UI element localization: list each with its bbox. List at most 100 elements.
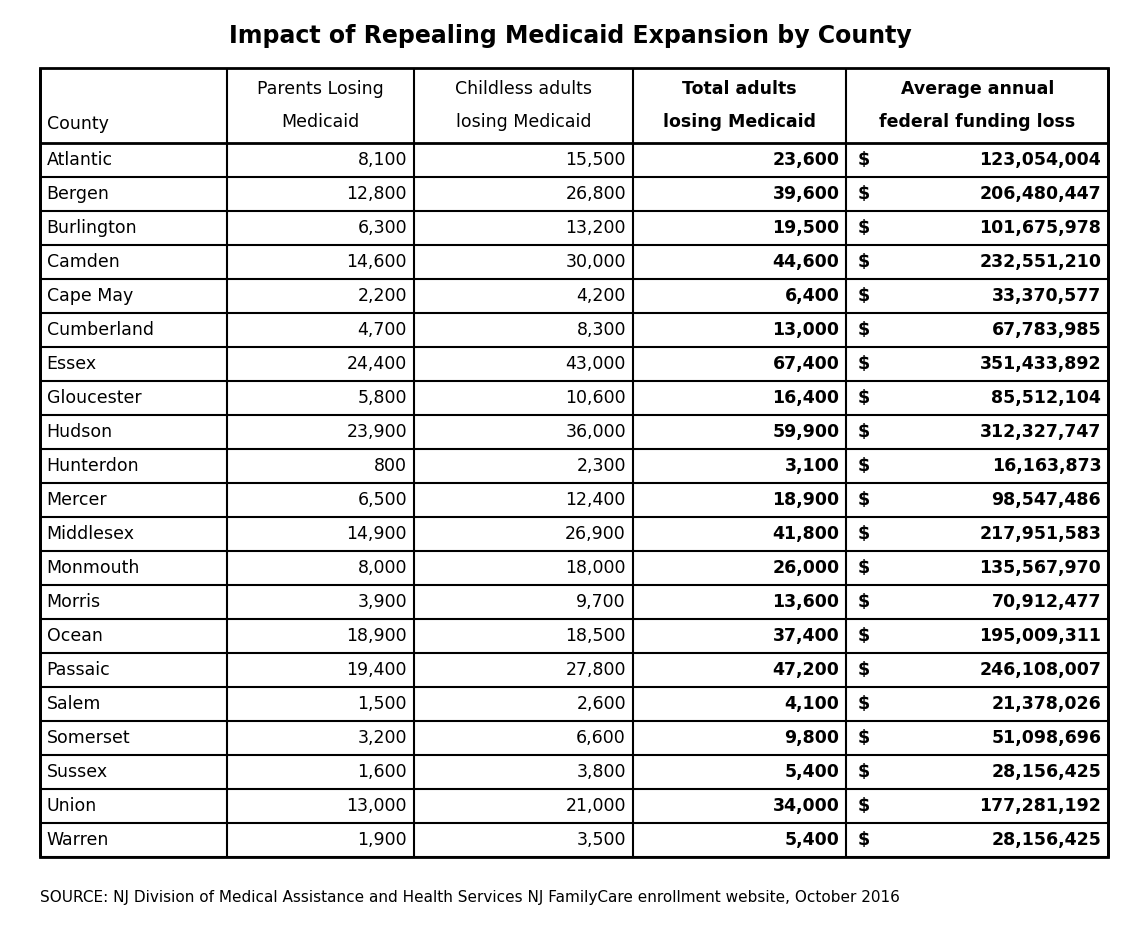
Text: 800: 800 [374,457,407,475]
Text: 37,400: 37,400 [773,627,839,645]
Text: $: $ [857,457,870,475]
Text: $: $ [857,151,870,169]
Text: 15,500: 15,500 [565,151,626,169]
Text: 5,800: 5,800 [358,389,407,407]
Text: 59,900: 59,900 [773,423,839,441]
Text: Somerset: Somerset [47,729,130,747]
Text: 1,600: 1,600 [357,763,407,781]
Text: $: $ [857,763,870,781]
Text: 28,156,425: 28,156,425 [992,763,1101,781]
Text: $: $ [857,729,870,747]
Text: Morris: Morris [47,593,100,611]
Text: Burlington: Burlington [47,219,137,236]
Text: Mercer: Mercer [47,491,107,509]
Text: Impact of Repealing Medicaid Expansion by County: Impact of Repealing Medicaid Expansion b… [229,24,911,47]
Text: Total adults: Total adults [682,79,797,98]
Text: 2,300: 2,300 [577,457,626,475]
Text: 19,400: 19,400 [347,661,407,679]
Text: $: $ [857,559,870,577]
Text: 34,000: 34,000 [773,797,839,815]
Text: Ocean: Ocean [47,627,103,645]
Text: $: $ [857,355,870,373]
Text: Cumberland: Cumberland [47,321,154,339]
Text: losing Medicaid: losing Medicaid [663,113,816,131]
Text: $: $ [857,661,870,679]
Text: $: $ [857,389,870,407]
Text: Hudson: Hudson [47,423,113,441]
Text: 351,433,892: 351,433,892 [979,355,1101,373]
Text: 14,600: 14,600 [347,252,407,270]
Text: SOURCE: NJ Division of Medical Assistance and Health Services NJ FamilyCare enro: SOURCE: NJ Division of Medical Assistanc… [40,890,899,905]
Text: 2,200: 2,200 [358,286,407,305]
Text: Parents Losing: Parents Losing [256,79,384,98]
Text: 4,200: 4,200 [577,286,626,305]
Text: 23,600: 23,600 [773,151,839,169]
Text: 18,500: 18,500 [565,627,626,645]
Text: 30,000: 30,000 [565,252,626,270]
Text: 135,567,970: 135,567,970 [979,559,1101,577]
Text: 21,378,026: 21,378,026 [992,695,1101,713]
Text: 3,900: 3,900 [357,593,407,611]
Text: Essex: Essex [47,355,97,373]
Text: 3,100: 3,100 [784,457,839,475]
Text: Middlesex: Middlesex [47,525,135,543]
Text: federal funding loss: federal funding loss [879,113,1075,131]
Text: $: $ [857,695,870,713]
Text: 98,547,486: 98,547,486 [992,491,1101,509]
Text: 13,200: 13,200 [565,219,626,236]
Text: $: $ [857,797,870,815]
Text: 28,156,425: 28,156,425 [992,831,1101,849]
Text: 43,000: 43,000 [565,355,626,373]
Text: 312,327,747: 312,327,747 [980,423,1101,441]
Text: County: County [47,115,108,133]
Text: 6,600: 6,600 [576,729,626,747]
Text: 18,000: 18,000 [565,559,626,577]
Text: Medicaid: Medicaid [282,113,359,131]
Text: 21,000: 21,000 [565,797,626,815]
Text: 6,400: 6,400 [784,286,839,305]
Text: 8,100: 8,100 [358,151,407,169]
Text: Sussex: Sussex [47,763,108,781]
Text: 41,800: 41,800 [773,525,839,543]
Text: 101,675,978: 101,675,978 [979,219,1101,236]
Text: Warren: Warren [47,831,109,849]
Text: 67,783,985: 67,783,985 [992,321,1101,339]
Text: Passaic: Passaic [47,661,111,679]
Text: $: $ [857,423,870,441]
Text: Average annual: Average annual [901,79,1053,98]
Text: 26,900: 26,900 [565,525,626,543]
Text: Childless adults: Childless adults [455,79,592,98]
Text: 195,009,311: 195,009,311 [979,627,1101,645]
Text: 47,200: 47,200 [773,661,839,679]
Text: 246,108,007: 246,108,007 [979,661,1101,679]
Text: Hunterdon: Hunterdon [47,457,139,475]
Text: Gloucester: Gloucester [47,389,141,407]
Text: Camden: Camden [47,252,120,270]
Text: 217,951,583: 217,951,583 [979,525,1101,543]
Text: 13,000: 13,000 [773,321,839,339]
Text: 36,000: 36,000 [565,423,626,441]
Text: 67,400: 67,400 [773,355,839,373]
Text: 24,400: 24,400 [347,355,407,373]
Text: $: $ [857,252,870,270]
Text: 4,100: 4,100 [784,695,839,713]
Text: $: $ [857,593,870,611]
Text: 2,600: 2,600 [577,695,626,713]
Text: 13,600: 13,600 [773,593,839,611]
Text: Cape May: Cape May [47,286,133,305]
Text: 232,551,210: 232,551,210 [979,252,1101,270]
Text: 14,900: 14,900 [347,525,407,543]
Text: 8,000: 8,000 [358,559,407,577]
Text: 5,400: 5,400 [784,763,839,781]
Text: 1,500: 1,500 [358,695,407,713]
Text: $: $ [857,286,870,305]
Text: losing Medicaid: losing Medicaid [456,113,591,131]
Text: 3,800: 3,800 [577,763,626,781]
Text: 13,000: 13,000 [347,797,407,815]
Text: 206,480,447: 206,480,447 [979,185,1101,203]
Text: Union: Union [47,797,97,815]
Text: $: $ [857,525,870,543]
Text: Salem: Salem [47,695,101,713]
Text: 10,600: 10,600 [565,389,626,407]
Text: 51,098,696: 51,098,696 [992,729,1101,747]
